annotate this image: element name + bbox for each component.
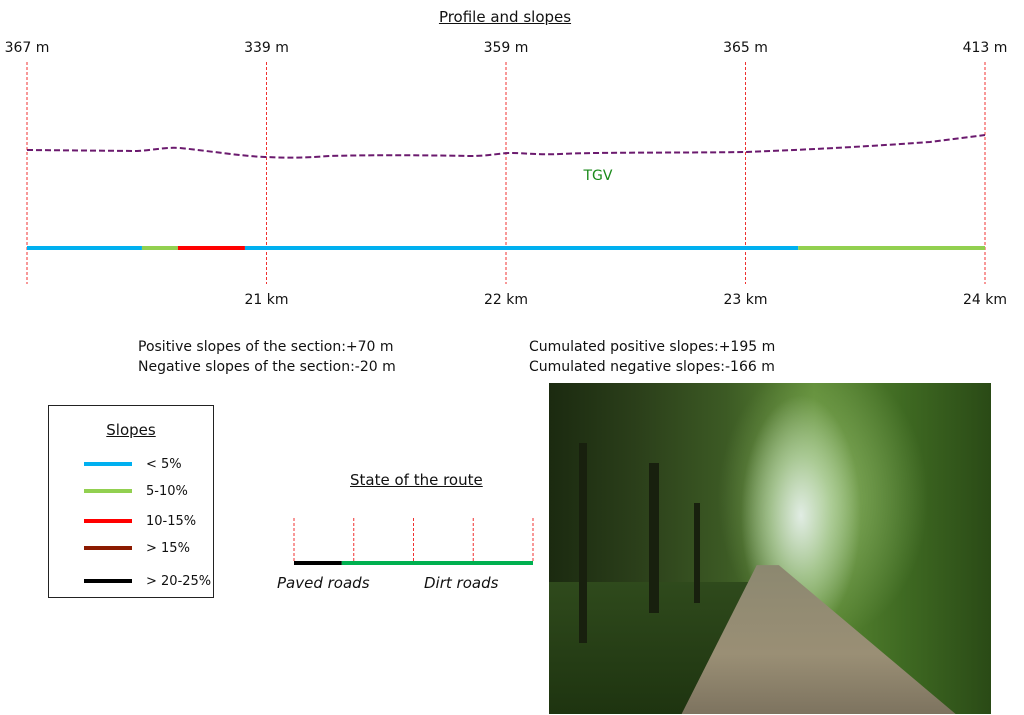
legend-swatch <box>84 546 132 550</box>
route-photo-forest-path <box>549 383 991 714</box>
cumulated-negative-slopes: Cumulated negative slopes:-166 m <box>529 359 775 375</box>
slopes-legend: Slopes < 5% 5-10% 10-15% > 15% > 20-25% <box>48 405 214 598</box>
section-positive-slopes: Positive slopes of the section:+70 m <box>138 339 394 355</box>
legend-label: > 15% <box>146 540 190 556</box>
legend-label: > 20-25% <box>146 573 212 589</box>
elevation-label: 365 m <box>723 40 768 56</box>
route-state-title: State of the route <box>350 471 483 489</box>
landmark-label-tgv: TGV <box>583 168 613 184</box>
legend-item: > 15% <box>84 540 190 556</box>
legend-label: 10-15% <box>146 513 197 529</box>
km-label: 22 km <box>484 292 528 308</box>
legend-item: > 20-25% <box>84 573 212 589</box>
elevation-profile-line <box>26 134 986 159</box>
legend-item: < 5% <box>84 456 182 472</box>
legend-title: Slopes <box>106 421 156 439</box>
elevation-label: 367 m <box>5 40 50 56</box>
route-state-bar <box>293 518 534 565</box>
legend-item: 5-10% <box>84 483 188 499</box>
legend-label: < 5% <box>146 456 182 472</box>
legend-swatch <box>84 579 132 583</box>
elevation-label: 359 m <box>484 40 529 56</box>
legend-swatch <box>84 489 132 493</box>
route-label-paved: Paved roads <box>277 574 370 592</box>
legend-swatch <box>84 462 132 466</box>
page-title: Profile and slopes <box>438 8 572 26</box>
elevation-label: 413 m <box>963 40 1008 56</box>
legend-swatch <box>84 519 132 523</box>
legend-item: 10-15% <box>84 513 197 529</box>
elevation-label: 339 m <box>244 40 289 56</box>
km-label: 23 km <box>723 292 767 308</box>
legend-label: 5-10% <box>146 483 188 499</box>
section-negative-slopes: Negative slopes of the section:-20 m <box>138 359 396 375</box>
km-label: 24 km <box>963 292 1007 308</box>
km-label: 21 km <box>244 292 288 308</box>
elevation-profile-chart: 367 m 339 m 21 km 359 m 22 km 365 m 23 km 413 m… <box>5 40 1008 308</box>
cumulated-positive-slopes: Cumulated positive slopes:+195 m <box>529 339 776 355</box>
route-label-dirt: Dirt roads <box>424 574 499 592</box>
